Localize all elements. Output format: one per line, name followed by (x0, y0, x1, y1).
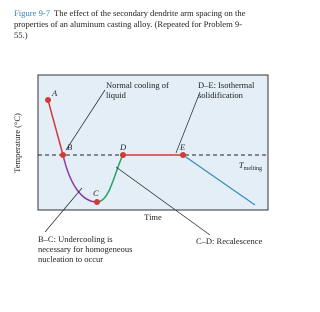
caption: Figure 9-7 The effect of the secondary de… (14, 8, 254, 41)
recalescence-curve (96, 154, 124, 203)
caption-text: The effect of the secondary dendrite arm… (14, 8, 246, 40)
page: Figure 9-7 The effect of the secondary de… (12, 8, 269, 264)
x-label: Time (144, 212, 162, 222)
solid-cooling-line (182, 154, 256, 206)
melting-label: Tmelting (239, 160, 262, 172)
annotation: Normal cooling of liquid (106, 80, 169, 100)
point-label: B (67, 142, 72, 152)
diagram: Tmelting Temperature (°C) Time A B C D E (12, 74, 269, 236)
undercooling-curve (62, 154, 98, 203)
point-label: C (93, 188, 99, 198)
point (180, 152, 186, 158)
leader-line (175, 91, 201, 154)
point-label: E (179, 142, 186, 152)
leader-line (115, 166, 211, 236)
caption-label: Figure 9-7 (14, 8, 51, 18)
point-label: A (51, 88, 58, 98)
point (45, 97, 51, 103)
point (60, 152, 66, 158)
y-label: Temperature (°C) (12, 113, 22, 173)
leader-line (44, 187, 83, 233)
point (120, 152, 126, 158)
annotation: B–C: Undercooling is necessary for homog… (38, 234, 133, 264)
point-label: D (119, 142, 127, 152)
annotation: C–D: Recalescence (196, 236, 263, 246)
point (94, 199, 100, 205)
annotation: D–E: Isothermal solidification (198, 80, 255, 100)
leader-line (65, 89, 106, 151)
cooling-curve (47, 99, 64, 156)
